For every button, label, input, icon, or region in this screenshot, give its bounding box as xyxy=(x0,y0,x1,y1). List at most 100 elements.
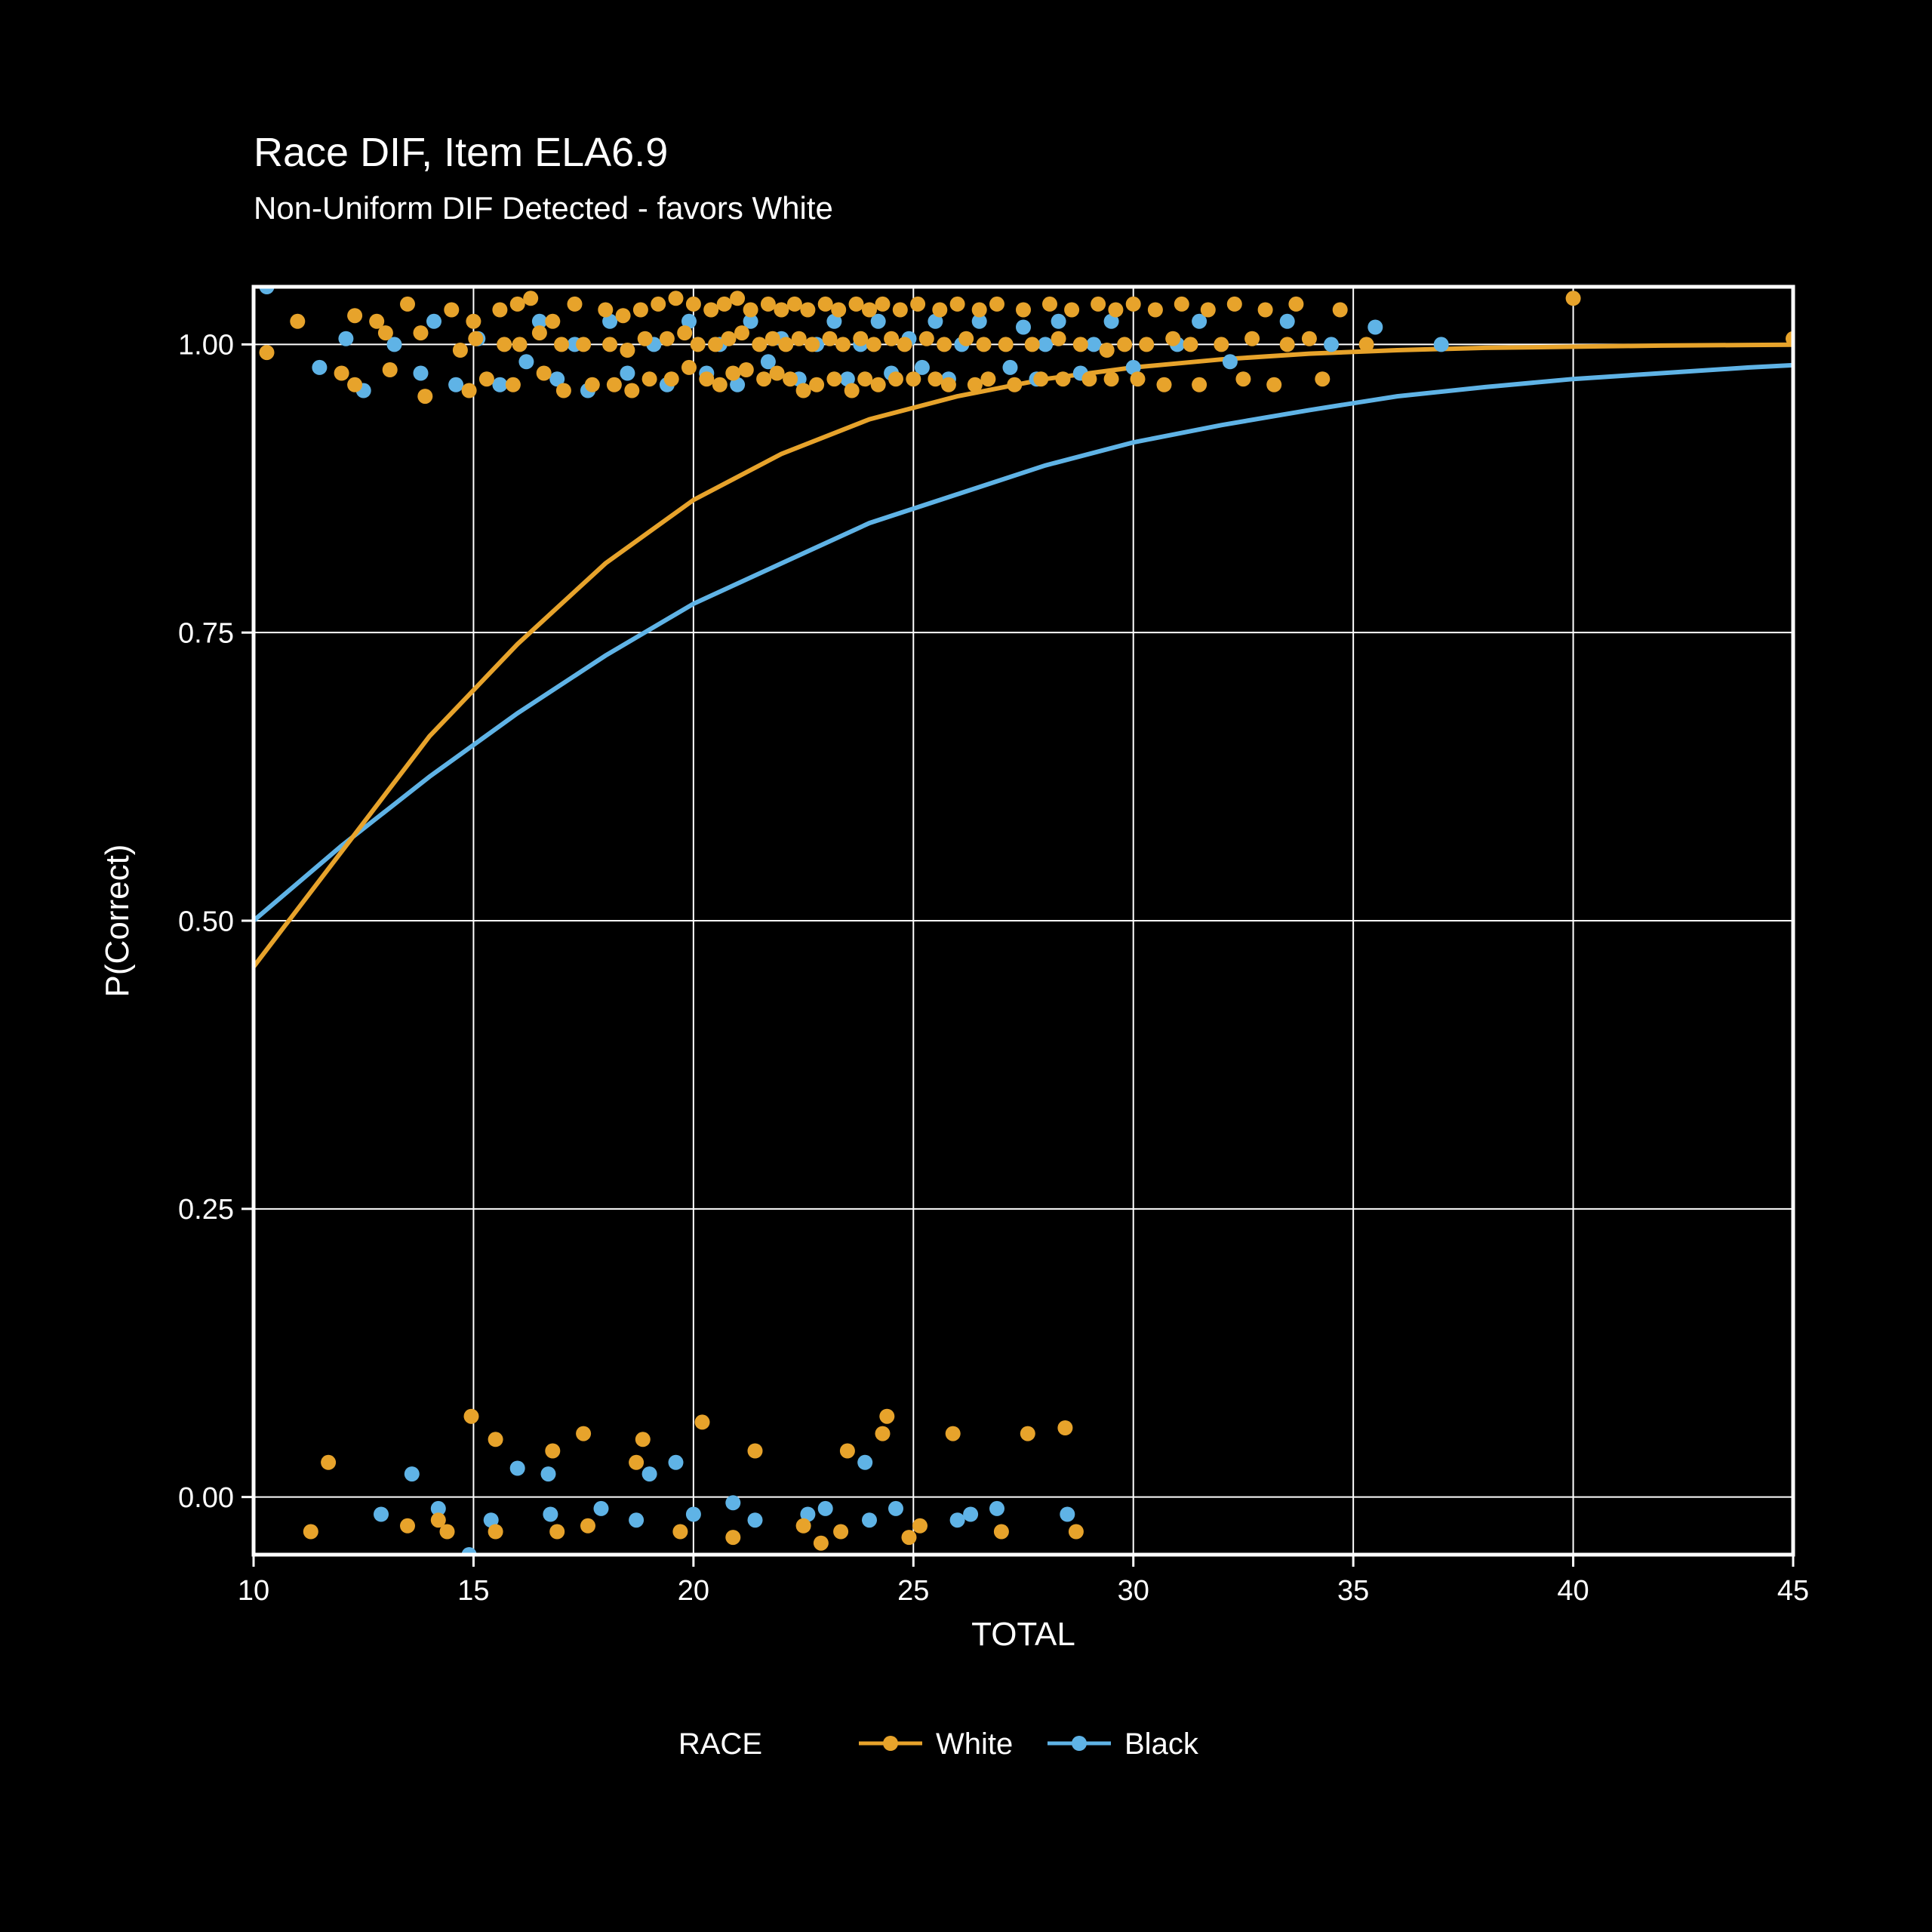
scatter-point-white xyxy=(303,1524,318,1540)
scatter-point-black xyxy=(338,331,353,346)
chart-subtitle: Non-Uniform DIF Detected - favors White xyxy=(254,190,833,226)
scatter-point-white xyxy=(888,371,903,386)
scatter-point-white xyxy=(1117,337,1132,352)
scatter-point-black xyxy=(1434,337,1449,352)
scatter-point-white xyxy=(1165,331,1180,346)
y-axis-title: P(Correct) xyxy=(99,844,136,998)
scatter-point-white xyxy=(818,297,833,312)
y-tick-label: 0.50 xyxy=(178,906,234,937)
scatter-point-white xyxy=(739,362,754,377)
scatter-point-white xyxy=(1073,337,1088,352)
scatter-point-white xyxy=(1081,371,1097,386)
scatter-point-black xyxy=(989,1501,1004,1516)
scatter-point-white xyxy=(708,337,723,352)
scatter-point-black xyxy=(963,1507,978,1522)
scatter-point-white xyxy=(1064,303,1079,318)
scatter-point-white xyxy=(681,360,697,375)
scatter-point-white xyxy=(1007,377,1022,392)
scatter-point-white xyxy=(1033,371,1048,386)
chart-background xyxy=(0,0,1932,1932)
scatter-point-white xyxy=(919,331,934,346)
scatter-point-white xyxy=(468,331,483,346)
scatter-point-white xyxy=(1235,371,1251,386)
scatter-point-white xyxy=(400,297,415,312)
scatter-point-white xyxy=(1157,377,1172,392)
scatter-point-white xyxy=(1183,337,1198,352)
scatter-point-white xyxy=(932,303,947,318)
chart-title: Race DIF, Item ELA6.9 xyxy=(254,130,668,175)
scatter-point-white xyxy=(1333,303,1348,318)
scatter-point-white xyxy=(1244,331,1260,346)
scatter-point-white xyxy=(1280,337,1295,352)
scatter-point-white xyxy=(651,297,666,312)
scatter-point-white xyxy=(800,303,815,318)
scatter-point-white xyxy=(770,366,785,381)
scatter-point-white xyxy=(699,371,714,386)
scatter-point-white xyxy=(774,303,789,318)
scatter-point-white xyxy=(902,1530,917,1545)
scatter-point-black xyxy=(1016,320,1031,335)
scatter-point-white xyxy=(884,331,899,346)
scatter-point-white xyxy=(862,303,877,318)
scatter-point-white xyxy=(1104,371,1119,386)
scatter-point-white xyxy=(532,325,547,340)
scatter-point-white xyxy=(958,331,974,346)
scatter-point-white xyxy=(635,1432,651,1447)
scatter-point-black xyxy=(862,1512,877,1527)
scatter-point-white xyxy=(510,297,525,312)
scatter-point-white xyxy=(488,1432,503,1447)
scatter-point-black xyxy=(594,1501,609,1516)
scatter-point-white xyxy=(977,337,992,352)
scatter-point-white xyxy=(664,371,679,386)
scatter-point-white xyxy=(462,383,477,398)
scatter-point-white xyxy=(849,297,864,312)
scatter-point-white xyxy=(796,1518,811,1534)
scatter-point-black xyxy=(1086,337,1101,352)
scatter-point-white xyxy=(928,371,943,386)
scatter-point-white xyxy=(893,303,908,318)
legend-title: RACE xyxy=(678,1727,762,1761)
scatter-point-black xyxy=(312,360,327,375)
scatter-point-white xyxy=(321,1455,336,1470)
scatter-point-white xyxy=(879,1409,894,1424)
scatter-point-black xyxy=(669,1455,684,1470)
scatter-point-white xyxy=(778,337,793,352)
scatter-point-white xyxy=(1016,303,1031,318)
scatter-point-white xyxy=(1025,337,1040,352)
scatter-point-white xyxy=(1192,377,1207,392)
scatter-point-white xyxy=(756,371,771,386)
scatter-point-white xyxy=(912,1518,928,1534)
scatter-point-white xyxy=(1302,331,1317,346)
scatter-point-white xyxy=(1056,371,1071,386)
scatter-point-white xyxy=(1139,337,1154,352)
scatter-point-white xyxy=(783,371,798,386)
scatter-point-white xyxy=(576,1426,591,1441)
scatter-point-white xyxy=(686,297,701,312)
scatter-point-white xyxy=(1091,297,1106,312)
scatter-point-black xyxy=(1280,314,1295,329)
legend-dot-white xyxy=(883,1736,898,1751)
scatter-point-white xyxy=(556,383,571,398)
scatter-point-white xyxy=(598,303,613,318)
scatter-point-white xyxy=(875,1426,891,1441)
y-tick-label: 0.00 xyxy=(178,1482,234,1514)
scatter-point-black xyxy=(1038,337,1053,352)
legend-label-black: Black xyxy=(1124,1727,1199,1761)
scatter-point-white xyxy=(1057,1420,1072,1435)
scatter-point-white xyxy=(748,1444,763,1459)
scatter-point-white xyxy=(523,291,538,306)
scatter-point-white xyxy=(721,331,737,346)
scatter-point-white xyxy=(792,331,807,346)
scatter-point-white xyxy=(440,1524,455,1540)
scatter-point-white xyxy=(853,331,868,346)
scatter-point-black xyxy=(1324,337,1339,352)
scatter-point-white xyxy=(804,337,820,352)
scatter-point-white xyxy=(1131,371,1146,386)
scatter-point-black xyxy=(857,1455,872,1470)
y-tick-label: 1.00 xyxy=(178,330,234,361)
scatter-point-white xyxy=(347,308,362,323)
scatter-point-white xyxy=(937,337,952,352)
scatter-point-black xyxy=(426,314,441,329)
scatter-point-black xyxy=(510,1461,525,1476)
scatter-point-white xyxy=(734,325,749,340)
